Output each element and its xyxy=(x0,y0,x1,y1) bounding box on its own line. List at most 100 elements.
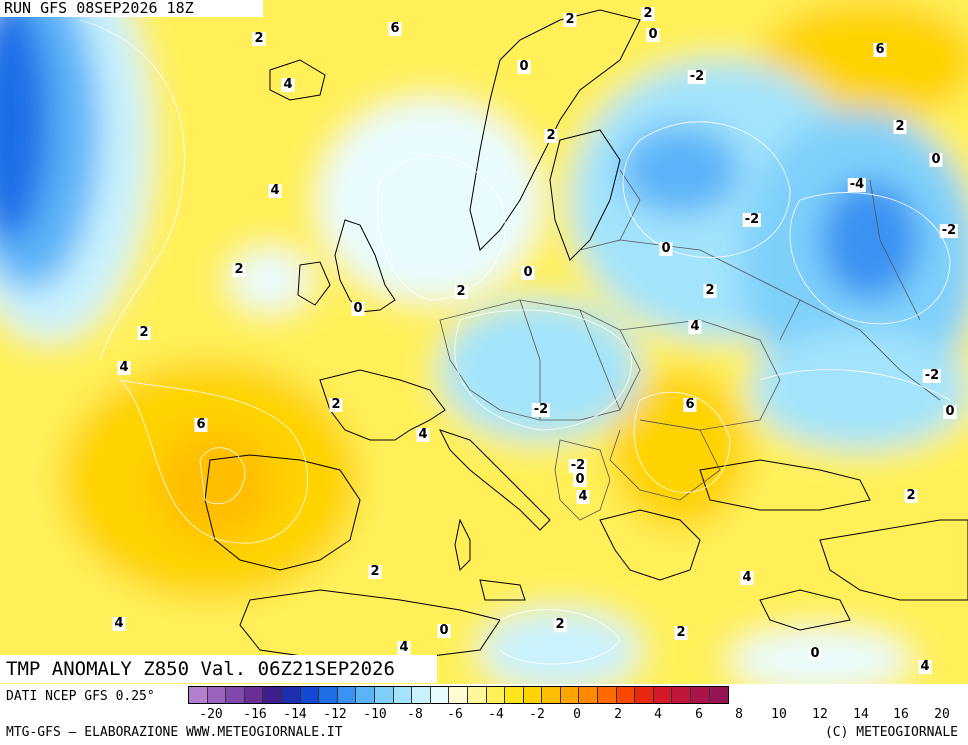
colorbar-swatch xyxy=(542,687,561,703)
colorbar-tick-label: -2 xyxy=(529,707,545,722)
contour-label: 4 xyxy=(688,319,702,334)
contour-label: 2 xyxy=(329,397,343,412)
contour-label: 0 xyxy=(573,472,587,487)
contour-label: 6 xyxy=(388,21,402,36)
colorbar-swatch xyxy=(356,687,375,703)
contour-label: 4 xyxy=(918,659,932,674)
colorbar-swatch xyxy=(374,687,394,703)
contour-label: -2 xyxy=(687,69,707,84)
credit-right: (C) METEOGIORNALE xyxy=(824,725,958,740)
run-label: RUN GFS 08SEP2026 18Z xyxy=(0,0,263,17)
contour-label: 0 xyxy=(646,27,660,42)
contour-label: 4 xyxy=(397,640,411,655)
colorbar-swatch xyxy=(430,687,450,703)
data-source: DATI NCEP GFS 0.25° xyxy=(6,689,155,704)
colorbar-tick-label: 12 xyxy=(812,707,828,722)
colorbar-tick-label: -20 xyxy=(199,707,223,722)
contour-label: 0 xyxy=(437,623,451,638)
colorbar-swatch xyxy=(281,687,301,703)
colorbar-tick-label: 6 xyxy=(695,707,703,722)
colorbar-tick-label: -10 xyxy=(363,707,387,722)
colorbar-tick-label: -6 xyxy=(447,707,463,722)
contour-label: 4 xyxy=(576,489,590,504)
contour-label: 0 xyxy=(351,301,365,316)
colorbar-swatch xyxy=(449,687,468,703)
contour-label: 6 xyxy=(683,397,697,412)
colorbar-swatch xyxy=(709,687,729,703)
colorbar-swatch xyxy=(337,687,357,703)
contour-label: 0 xyxy=(517,59,531,74)
contour-label: 2 xyxy=(232,262,246,277)
contour-label: 4 xyxy=(740,570,754,585)
colorbar-swatch xyxy=(263,687,282,703)
contour-label: -2 xyxy=(939,223,959,238)
contour-label: 0 xyxy=(929,152,943,167)
colorbar-swatch xyxy=(523,687,543,703)
contour-label: -2 xyxy=(742,212,762,227)
colorbar-tick-label: 16 xyxy=(893,707,909,722)
colorbar-tick-label: -8 xyxy=(407,707,423,722)
anomaly-map xyxy=(0,0,968,684)
coastlines xyxy=(204,9,968,661)
contour-label: 2 xyxy=(703,283,717,298)
colorbar-swatch xyxy=(616,687,636,703)
colorbar-swatch xyxy=(691,687,710,703)
colorbar-swatch xyxy=(635,687,654,703)
isolines xyxy=(79,19,951,665)
colorbar-tick-label: 10 xyxy=(771,707,787,722)
colorbar-swatch xyxy=(412,687,431,703)
contour-label: 0 xyxy=(659,241,673,256)
contour-label: 6 xyxy=(873,42,887,57)
contour-label: -4 xyxy=(847,177,867,192)
colorbar-swatch xyxy=(672,687,692,703)
contour-label: 2 xyxy=(544,128,558,143)
colorbar-tick-label: 2 xyxy=(614,707,622,722)
contour-label: 2 xyxy=(454,284,468,299)
colorbar-swatch xyxy=(560,687,580,703)
colorbar-tick-label: 4 xyxy=(654,707,662,722)
colorbar-swatch xyxy=(653,687,673,703)
map-canvas xyxy=(0,0,968,684)
colorbar-swatch xyxy=(189,687,208,703)
colorbar-tick-label: 0 xyxy=(573,707,581,722)
colorbar-swatch xyxy=(393,687,413,703)
colorbar-swatch xyxy=(207,687,227,703)
colorbar-tick-label: 14 xyxy=(853,707,869,722)
legend-panel: DATI NCEP GFS 0.25° -20 -16 -14 -12 -10 -8 -6-… xyxy=(0,684,968,745)
colorbar-swatch xyxy=(226,687,245,703)
contour-label: -2 xyxy=(568,458,588,473)
contour-label: 2 xyxy=(674,625,688,640)
contour-label: 2 xyxy=(368,564,382,579)
colorbar-tick-label: 20 xyxy=(934,707,950,722)
colorbar-tick-label: -4 xyxy=(488,707,504,722)
colorbar-swatch xyxy=(319,687,338,703)
anomaly-field xyxy=(0,0,968,684)
contour-label: 4 xyxy=(112,616,126,631)
contour-label: -2 xyxy=(531,402,551,417)
colorbar xyxy=(188,686,730,704)
colorbar-swatch xyxy=(300,687,320,703)
contour-label: 2 xyxy=(553,617,567,632)
contour-label: -2 xyxy=(922,368,942,383)
contour-label: 2 xyxy=(252,31,266,46)
contour-label: 0 xyxy=(521,265,535,280)
colorbar-swatch xyxy=(244,687,264,703)
colorbar-tick-label: 8 xyxy=(735,707,743,722)
contour-label: 4 xyxy=(416,427,430,442)
contour-label: 2 xyxy=(137,325,151,340)
colorbar-swatch xyxy=(467,687,487,703)
contour-label: 2 xyxy=(641,6,655,21)
contour-label: 2 xyxy=(904,488,918,503)
contour-label: 0 xyxy=(808,646,822,661)
credit-left: MTG-GFS — ELABORAZIONE WWW.METEOGIORNALE… xyxy=(6,725,343,740)
valid-time-label: TMP ANOMALY Z850 Val. 06Z21SEP2026 xyxy=(0,655,437,683)
contour-label: 4 xyxy=(281,77,295,92)
contour-label: 4 xyxy=(117,360,131,375)
colorbar-swatch xyxy=(486,687,506,703)
colorbar-swatch xyxy=(505,687,524,703)
colorbar-swatch xyxy=(598,687,617,703)
colorbar-swatch xyxy=(579,687,599,703)
contour-label: 0 xyxy=(943,404,957,419)
contour-label: 2 xyxy=(563,12,577,27)
colorbar-tick-label: -12 xyxy=(323,707,347,722)
